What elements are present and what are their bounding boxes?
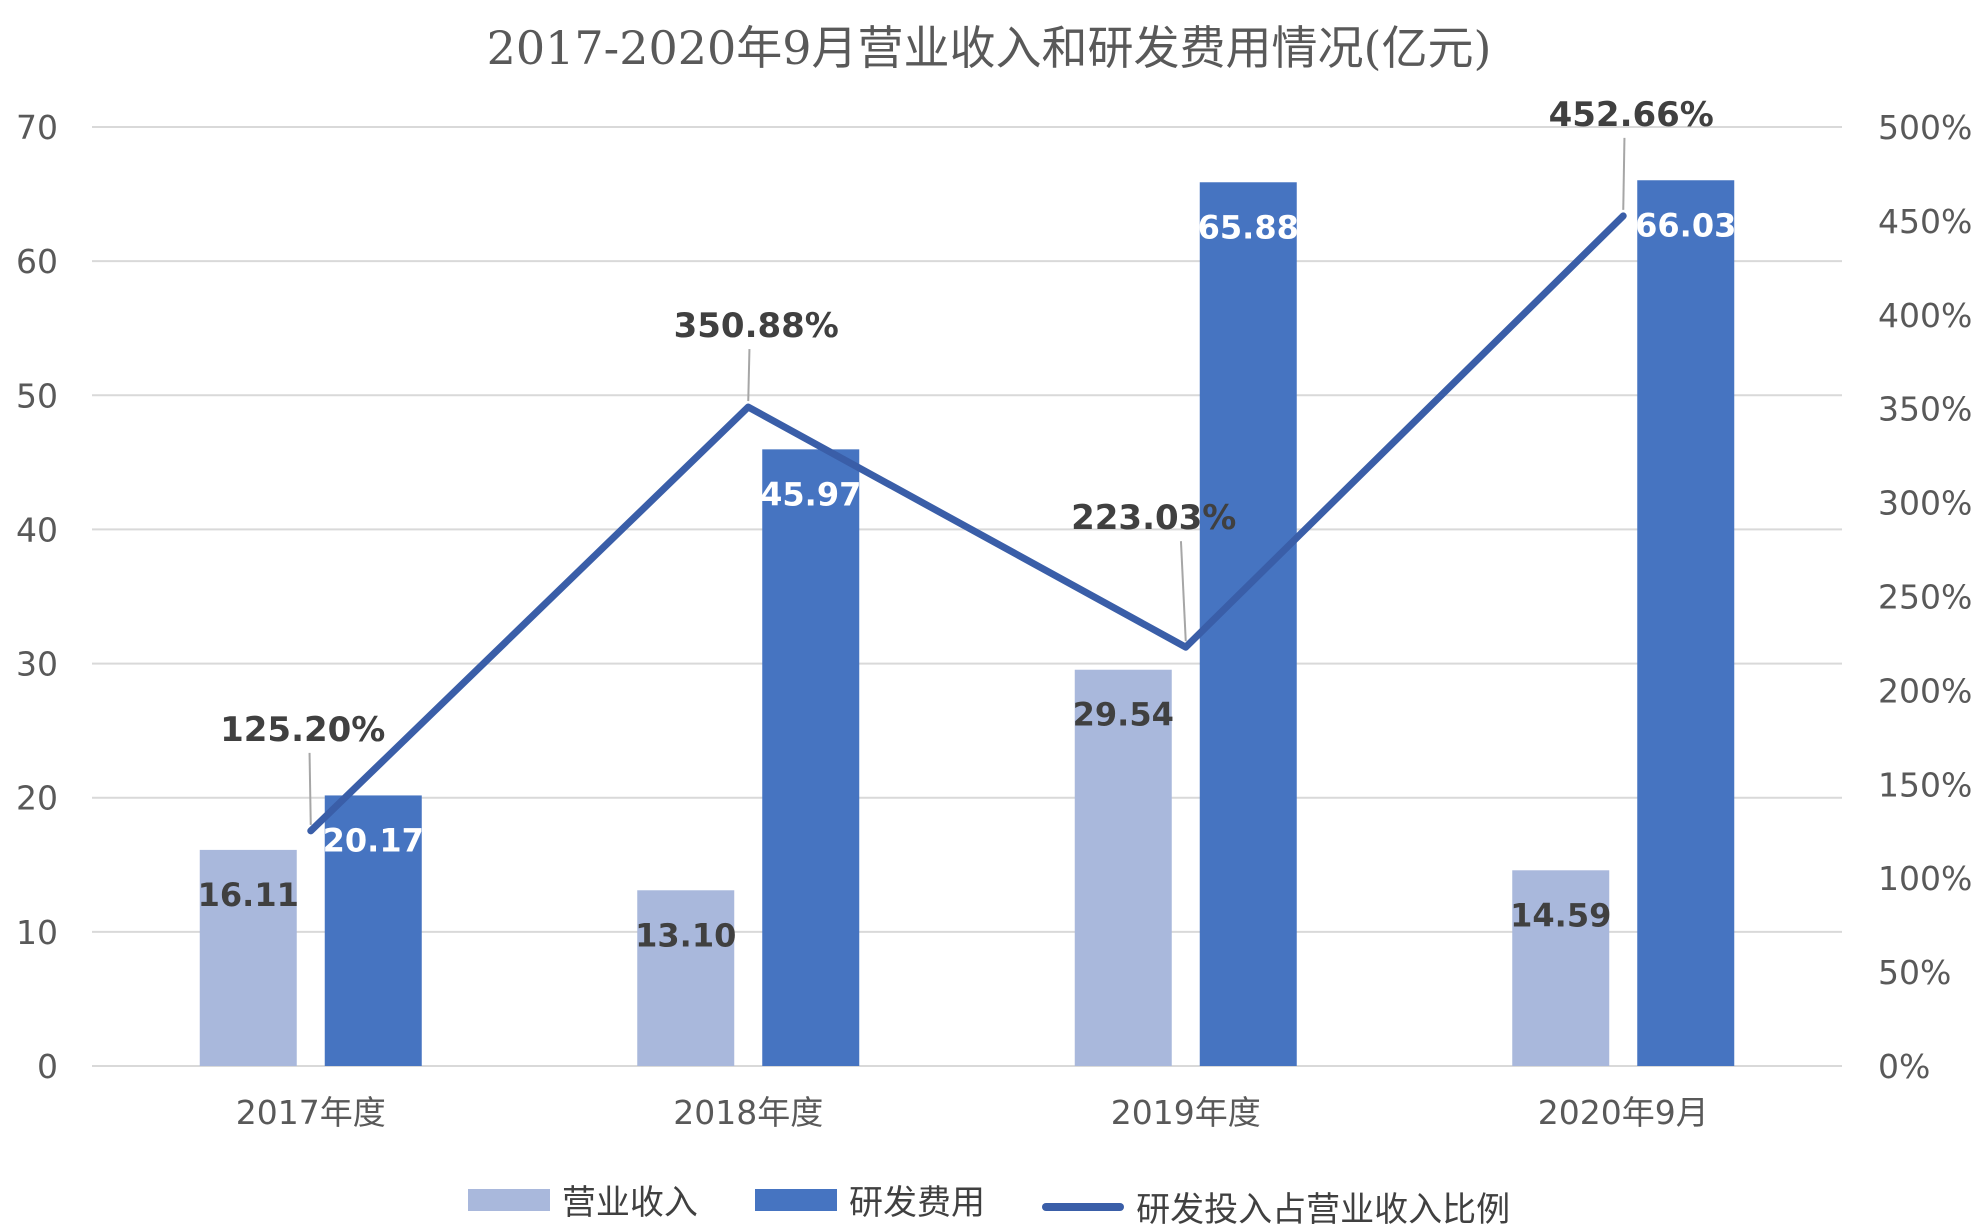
ratio-leader-line (308, 752, 312, 825)
ratio-data-label: 452.66% (1549, 95, 1714, 135)
x-tick-label: 2020年9月 (1538, 1093, 1709, 1132)
x-tick-label: 2019年度 (1111, 1093, 1261, 1132)
y-left-tick-label: 30 (16, 645, 58, 684)
rd-data-label: 45.97 (760, 475, 861, 513)
x-tick-label: 2018年度 (673, 1093, 823, 1132)
ratio-data-label: 223.03% (1071, 498, 1236, 538)
revenue-data-label: 14.59 (1510, 896, 1611, 934)
revenue-bar (1512, 870, 1610, 1066)
y-left-tick-label: 60 (16, 242, 58, 281)
plot-area: 0 10 20 30 40 50 60 70 0% 50% 100% 150% 200% 250% 300%… (16, 95, 1972, 1132)
y-left-tick-label: 70 (16, 108, 58, 147)
y-right-tick-label: 0% (1878, 1047, 1930, 1086)
ratio-data-label: 125.20% (220, 710, 385, 750)
revenue-data-label: 16.11 (198, 876, 299, 914)
revenue-bar (637, 890, 735, 1066)
y-left-tick-label: 40 (16, 510, 58, 549)
chart-title: 2017-2020年9月营业收入和研发费用情况(亿元) (486, 21, 1492, 75)
legend-item-ratio: 研发投入占营业收入比例 (1042, 1182, 1510, 1231)
y-right-tick-label: 350% (1878, 390, 1972, 429)
legend: 营业收入 研发费用 研发投入占营业收入比例 (0, 1175, 1978, 1231)
revenue-bar (1074, 669, 1172, 1066)
rd-data-label: 66.03 (1635, 206, 1736, 244)
legend-label-ratio: 研发投入占营业收入比例 (1136, 1190, 1511, 1230)
y-right-tick-label: 50% (1878, 953, 1951, 992)
y-right-tick-label: 250% (1878, 578, 1972, 617)
legend-label-revenue: 营业收入 (561, 1183, 698, 1223)
ratio-leader-line (1622, 137, 1626, 210)
y-right-tick-label: 100% (1878, 859, 1972, 898)
rd-data-label: 20.17 (323, 821, 424, 859)
ratio-line (307, 212, 1627, 835)
y-right-tick-label: 200% (1878, 671, 1972, 710)
y-right-tick-label: 450% (1878, 202, 1972, 241)
y-right-tick-label: 150% (1878, 765, 1972, 804)
y-right-tick-label: 400% (1878, 296, 1972, 335)
rd-data-label: 65.88 (1198, 208, 1299, 246)
revenue-data-label: 29.54 (1073, 696, 1174, 734)
y-right-tick-label: 300% (1878, 484, 1972, 523)
y-left-tick-label: 20 (16, 779, 58, 818)
legend-item-rd: 研发费用 (755, 1175, 985, 1224)
x-tick-label: 2017年度 (236, 1093, 386, 1132)
rd-bar (1637, 180, 1735, 1067)
rd-bar (762, 449, 860, 1066)
legend-item-revenue: 营业收入 (467, 1175, 698, 1224)
rd-bar (324, 795, 422, 1066)
ratio-data-label: 350.88% (674, 306, 839, 346)
legend-swatch-rd (755, 1188, 837, 1211)
revenue-bar (199, 849, 297, 1066)
revenue-data-label: 13.10 (635, 916, 736, 954)
legend-label-rd: 研发费用 (849, 1183, 985, 1223)
ratio-leader-line (747, 349, 751, 402)
y-left-tick-label: 10 (16, 913, 58, 952)
legend-swatch-ratio (1042, 1202, 1125, 1211)
y-left-tick-label: 50 (16, 376, 58, 415)
y-right-tick-label: 500% (1878, 108, 1972, 147)
y-left-tick-label: 0 (37, 1047, 58, 1086)
ratio-leader-line (1179, 541, 1187, 642)
rd-bar (1199, 182, 1297, 1067)
legend-swatch-revenue (467, 1188, 550, 1211)
